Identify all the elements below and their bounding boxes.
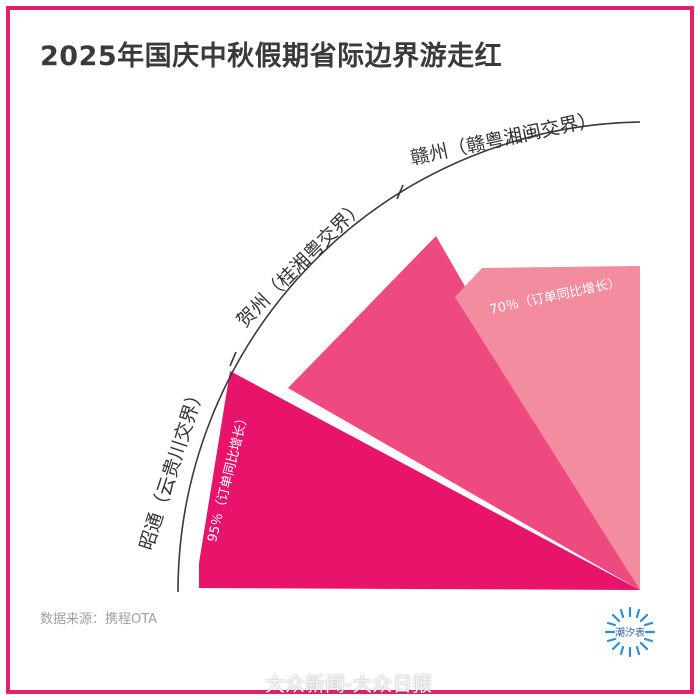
arc-tick-2 [396, 184, 404, 200]
sector-3 [455, 266, 640, 590]
chart-title: 2025年国庆中秋假期省际边界游走红 [40, 41, 503, 72]
category-label-3: 赣州（赣粤湘闽交界） [409, 109, 599, 170]
data-source: 数据来源：携程OTA [40, 612, 158, 627]
watermark-text: 大众新闻-大众日报 [265, 672, 433, 696]
arc-tick-1 [229, 351, 237, 367]
category-label-1: 昭通（云贵川交界） [135, 383, 209, 552]
sector-1 [199, 371, 640, 590]
logo-text: 潮汐表 [615, 626, 645, 639]
chaoxibiao-logo-icon: 潮汐表 [604, 606, 656, 658]
sector-2 [288, 236, 640, 590]
label-arc [177, 121, 641, 593]
